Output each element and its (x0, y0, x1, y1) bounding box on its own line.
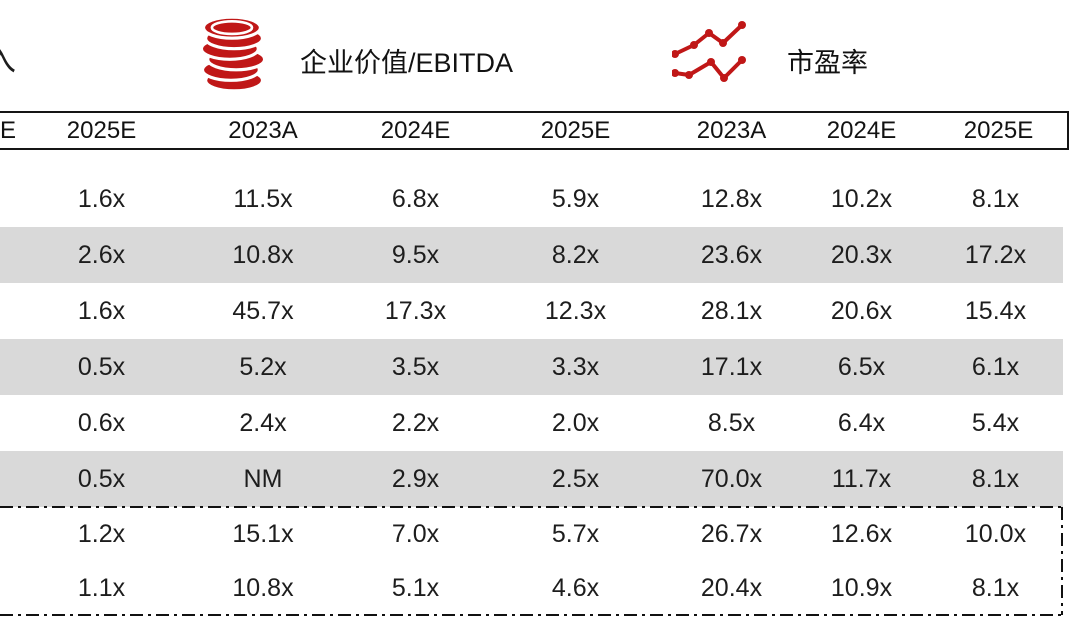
value-cell: 1.1x (77, 574, 126, 602)
value-cell: 26.7x (700, 520, 763, 548)
value-cell: 10.8x (232, 574, 294, 602)
table-summary-section: 1.2x 15.1x 7.0x 5.7x 26.7x 12.6x 10.0x 1.1x 10.8… (0, 506, 1063, 616)
value-cell: 10.8x (232, 241, 294, 269)
dash-dot-border-right (1061, 507, 1063, 615)
value-cell: 8.1x (971, 574, 1020, 602)
valuation-table: 1.6x 11.5x 6.8x 5.9x 12.8x 10.2x 8.1x 2.6x 10.8x… (0, 171, 1063, 616)
value-cell: 2.5x (551, 465, 600, 493)
value-cell: 5.9x (551, 185, 600, 213)
table-main-section: 1.6x 11.5x 6.8x 5.9x 12.8x 10.2x 8.1x 2.6x 10.8x… (0, 171, 1063, 507)
value-cell: 2.0x (551, 409, 600, 437)
table-row: 0.5x NM 2.9x 2.5x 70.0x 11.7x 8.1x (0, 451, 1063, 507)
table-row: 1.2x 15.1x 7.0x 5.7x 26.7x 12.6x 10.0x (0, 507, 1063, 561)
table-row: 1.1x 10.8x 5.1x 4.6x 20.4x 10.9x 8.1x (0, 561, 1063, 615)
value-cell: 12.6x (830, 520, 893, 548)
line-chart-icon (671, 20, 748, 95)
value-cell: 1.6x (77, 185, 126, 213)
value-cell: 0.6x (77, 409, 126, 437)
value-cell: 2.6x (77, 241, 126, 269)
value-cell: 5.1x (391, 574, 440, 602)
value-cell: 10.0x (964, 520, 1027, 548)
column-header: 2025E (66, 117, 137, 144)
value-cell: 3.5x (391, 353, 440, 381)
value-cell: 20.3x (830, 241, 893, 269)
value-cell: 12.8x (700, 185, 763, 213)
value-cell: 70.0x (700, 465, 763, 493)
value-cell: 6.5x (837, 353, 886, 381)
value-cell: 2.9x (391, 465, 440, 493)
empty-cell (0, 507, 25, 561)
empty-cell (0, 561, 25, 615)
value-cell: 0.5x (77, 465, 126, 493)
column-header: 2023A (228, 117, 298, 144)
value-cell: 12.3x (544, 297, 607, 325)
empty-cell (0, 171, 25, 227)
dash-dot-divider-bottom (0, 614, 1063, 616)
value-cell: 9.5x (391, 241, 440, 269)
value-cell: 17.3x (384, 297, 447, 325)
value-cell: 11.5x (233, 185, 293, 213)
value-cell: 6.4x (837, 409, 886, 437)
value-cell: 23.6x (700, 241, 763, 269)
table-row: 1.6x 11.5x 6.8x 5.9x 12.8x 10.2x 8.1x (0, 171, 1063, 227)
ev-ebitda-legend-label: 企业价值/EBITDA (300, 48, 514, 78)
value-cell: 7.0x (391, 520, 440, 548)
column-header: 2023A (696, 117, 767, 144)
value-cell: 10.2x (830, 185, 893, 213)
value-cell: 8.2x (551, 241, 600, 269)
table-row: 0.5x 5.2x 3.5x 3.3x 17.1x 6.5x 6.1x (0, 339, 1063, 395)
value-cell: 20.4x (700, 574, 763, 602)
value-cell: 17.2x (964, 241, 1027, 269)
empty-cell (0, 227, 25, 283)
column-header: E (0, 117, 17, 144)
value-cell: 11.7x (831, 465, 892, 493)
value-cell: 0.5x (77, 353, 126, 381)
value-cell: 1.6x (77, 297, 126, 325)
cutoff-revenue-label: 入 (0, 41, 17, 77)
coins-icon (199, 15, 267, 98)
value-cell: NM (243, 465, 283, 493)
empty-cell (0, 339, 25, 395)
value-cell: 8.1x (971, 185, 1020, 213)
value-cell: 5.4x (971, 409, 1020, 437)
value-cell: 4.6x (551, 574, 600, 602)
value-cell: 10.9x (830, 574, 893, 602)
empty-cell (0, 451, 25, 507)
dash-dot-divider-top (0, 506, 1063, 508)
value-cell: 20.6x (830, 297, 893, 325)
column-header: 2024E (826, 117, 897, 144)
value-cell: 17.1x (700, 353, 763, 381)
empty-cell (0, 395, 25, 451)
column-header: 2024E (380, 117, 451, 144)
value-cell: 1.2x (77, 520, 126, 548)
value-cell: 5.2x (239, 353, 287, 381)
table-row: 1.6x 45.7x 17.3x 12.3x 28.1x 20.6x 15.4x (0, 283, 1063, 339)
value-cell: 28.1x (700, 297, 763, 325)
value-cell: 3.3x (551, 353, 600, 381)
empty-cell (0, 283, 25, 339)
value-cell: 2.4x (239, 409, 287, 437)
column-header: 2025E (963, 117, 1034, 144)
value-cell: 15.1x (232, 520, 294, 548)
table-row: 0.6x 2.4x 2.2x 2.0x 8.5x 6.4x 5.4x (0, 395, 1063, 451)
value-cell: 2.2x (391, 409, 440, 437)
value-cell: 8.1x (971, 465, 1020, 493)
legend-bar: 入 企业价值/EBITDA 市盈率 (0, 0, 1080, 110)
pe-ratio-legend-label: 市盈率 (787, 48, 868, 78)
value-cell: 8.5x (707, 409, 756, 437)
value-cell: 6.1x (971, 353, 1020, 381)
table-row: 2.6x 10.8x 9.5x 8.2x 23.6x 20.3x 17.2x (0, 227, 1063, 283)
table-header-row: E 2025E 2023A 2024E 2025E 2023A 2024E 2025E (0, 111, 1069, 150)
value-cell: 15.4x (964, 297, 1027, 325)
value-cell: 6.8x (391, 185, 440, 213)
value-cell: 5.7x (551, 520, 600, 548)
column-header: 2025E (540, 117, 611, 144)
value-cell: 45.7x (232, 297, 294, 325)
